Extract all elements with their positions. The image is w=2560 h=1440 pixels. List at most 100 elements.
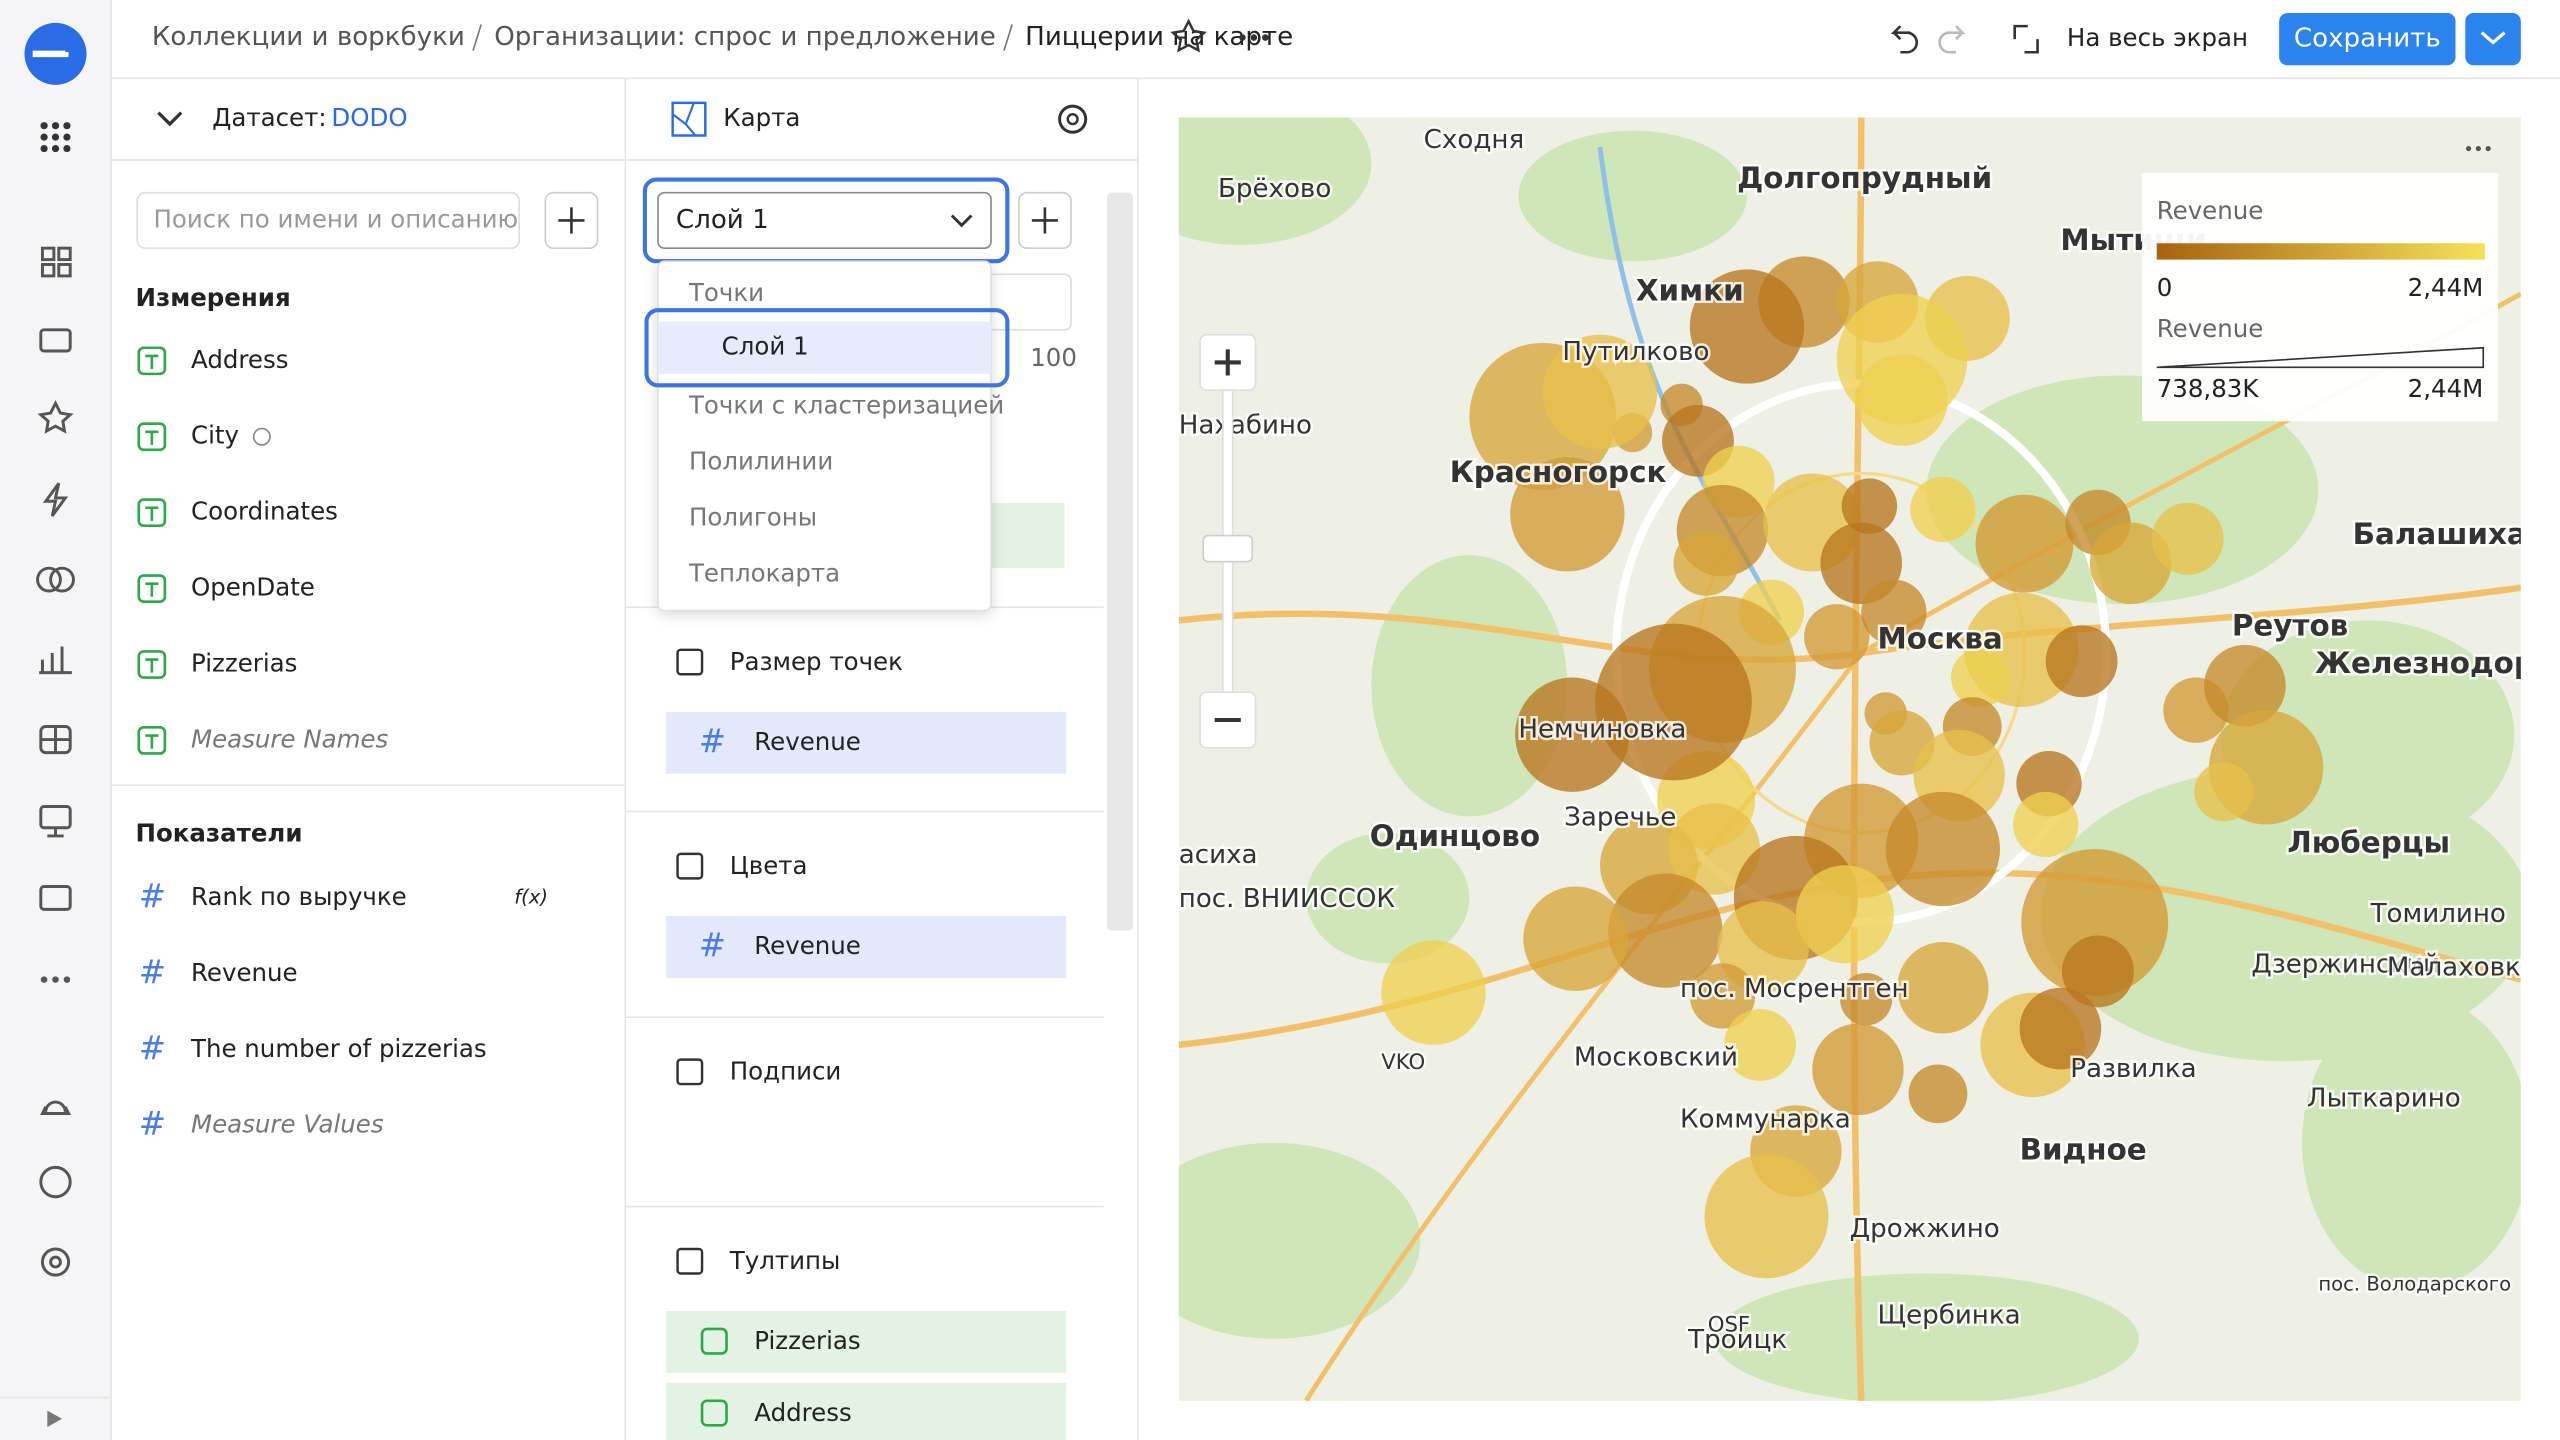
pizzeria-bubble[interactable] xyxy=(1668,803,1760,895)
pizzeria-bubble[interactable] xyxy=(2019,987,2102,1070)
collapse-icon[interactable] xyxy=(157,111,183,127)
dropdown-item[interactable]: Точки с кластеризацией xyxy=(688,391,1004,420)
dimension-field[interactable]: Coordinates xyxy=(191,497,338,526)
pizzeria-bubble[interactable] xyxy=(1951,648,2010,707)
scrollbar[interactable] xyxy=(1106,192,1134,931)
save-label[interactable]: Сохранить xyxy=(2294,24,2441,54)
pizzeria-bubble[interactable] xyxy=(1595,623,1752,781)
pizzeria-bubble[interactable] xyxy=(2204,644,2286,727)
measure-field[interactable]: The number of pizzerias xyxy=(190,1034,487,1063)
dropdown-item[interactable]: Слой 1 xyxy=(722,332,809,361)
more-nav[interactable] xyxy=(40,976,71,983)
dimension-field[interactable]: Address xyxy=(191,345,288,374)
viz-title[interactable]: Карта xyxy=(723,103,800,132)
pizzeria-bubble[interactable] xyxy=(1510,457,1625,572)
dataset-name[interactable]: DODO xyxy=(331,103,407,132)
pizzeria-bubble[interactable] xyxy=(2194,762,2254,822)
chevron xyxy=(2480,31,2506,45)
pizzeria-bubble[interactable] xyxy=(2151,502,2224,575)
dropdown-items: Точки Слой 1 Точки с кластеризацией Полилин… xyxy=(644,278,1010,588)
dropdown-item[interactable]: Теплокарта xyxy=(688,559,840,588)
redo-icon[interactable] xyxy=(1938,25,1966,54)
pizzeria-bubble[interactable] xyxy=(1704,1154,1829,1279)
pizzeria-bubble[interactable] xyxy=(1608,873,1723,988)
pizzeria-bubble[interactable] xyxy=(1689,963,1756,1029)
section-icon xyxy=(676,648,704,676)
measure-field[interactable]: Rank по выручке xyxy=(191,882,407,911)
place-label: Красногорск xyxy=(1450,455,1667,489)
field-name[interactable]: Address xyxy=(754,1398,851,1427)
apps-icon[interactable] xyxy=(40,122,71,153)
pizzeria-bubble[interactable] xyxy=(1840,973,1893,1026)
settings-icon[interactable] xyxy=(1058,104,1088,134)
legend-size-title: Revenue xyxy=(2157,314,2264,343)
pizzeria-bubble[interactable] xyxy=(1841,478,1898,534)
search-input[interactable] xyxy=(136,191,520,249)
map[interactable]: СходняДолгопрудныйБрёховоМытищиХимкиПути… xyxy=(1110,82,2555,1404)
dimension-field[interactable]: Measure Names xyxy=(191,724,388,753)
zoom-handle[interactable] xyxy=(1202,534,1254,563)
plus xyxy=(558,207,585,234)
pizzeria-bubble[interactable] xyxy=(1885,791,2000,907)
save-button[interactable] xyxy=(2279,13,2456,66)
pizzeria-bubble[interactable] xyxy=(1975,494,2074,593)
dimension-field[interactable]: Pizzerias xyxy=(191,648,297,677)
expand-icon[interactable] xyxy=(47,1410,63,1427)
pizzeria-bubble[interactable] xyxy=(1908,1064,1968,1124)
opacity-input[interactable] xyxy=(986,273,1072,331)
nav-icons[interactable] xyxy=(36,246,75,1277)
park xyxy=(1518,130,1747,262)
pizzeria-bubble[interactable] xyxy=(1897,942,1989,1034)
pizzeria-bubble[interactable] xyxy=(1910,476,1976,543)
pizzeria-bubble[interactable] xyxy=(1804,604,1870,670)
layer-select[interactable] xyxy=(657,191,992,249)
pizzeria-bubble[interactable] xyxy=(1861,579,1927,645)
search-placeholder[interactable]: Поиск по имени и описанию xyxy=(153,204,518,233)
pizzeria-bubble[interactable] xyxy=(1812,1023,1904,1116)
measure-field[interactable]: Revenue xyxy=(191,958,298,987)
dropdown-item[interactable]: Полилинии xyxy=(689,447,833,476)
section-title: Размер точек xyxy=(730,647,903,676)
measure-field[interactable]: Measure Values xyxy=(191,1110,384,1139)
field-name[interactable]: Pizzerias xyxy=(754,1326,860,1355)
pizzeria-bubble[interactable] xyxy=(2062,935,2134,1008)
pizzeria-bubble[interactable] xyxy=(2045,625,2118,698)
dimension-field[interactable]: OpenDate xyxy=(191,573,315,602)
place-label: Реутов xyxy=(2232,608,2348,642)
layer-select-value[interactable]: Слой 1 xyxy=(676,205,769,235)
pizzeria-bubble[interactable] xyxy=(1795,865,1894,964)
section-title: Тултипы xyxy=(729,1246,841,1275)
dimension-icon xyxy=(137,574,167,603)
place-label: Химки xyxy=(1636,274,1744,308)
dimension-glyph xyxy=(145,734,159,749)
field-chip[interactable] xyxy=(666,1382,1067,1440)
more-menu[interactable] xyxy=(1239,34,1269,41)
pizzeria-bubble[interactable] xyxy=(1381,940,1486,1045)
dropdown-item[interactable]: Точки xyxy=(688,278,764,307)
pizzeria-bubble[interactable] xyxy=(1523,886,1628,992)
save-menu-button[interactable] xyxy=(2465,13,2521,66)
field-chip[interactable] xyxy=(666,1311,1067,1374)
field-chip[interactable] xyxy=(666,915,1067,978)
place-label: Видное xyxy=(2020,1133,2147,1167)
dimension-glyph xyxy=(145,354,159,369)
undo-icon[interactable] xyxy=(1890,25,1919,54)
pizzeria-bubble[interactable] xyxy=(1689,269,1805,384)
pizzeria-bubble[interactable] xyxy=(1724,1008,1796,1081)
fullscreen-icon[interactable] xyxy=(2013,24,2039,54)
dropdown-item[interactable]: Полигоны xyxy=(689,503,817,532)
field-name[interactable]: Revenue xyxy=(754,727,861,756)
breadcrumb[interactable]: Организации: спрос и предложение xyxy=(494,22,996,52)
pizzeria-bubble[interactable] xyxy=(2089,522,2172,605)
fullscreen-button[interactable]: На весь экран xyxy=(2067,23,2248,52)
map-menu[interactable] xyxy=(2465,145,2491,152)
breadcrumb[interactable]: Коллекции и воркбуки xyxy=(152,22,465,52)
field-name[interactable]: Revenue xyxy=(754,931,861,960)
dimension-field[interactable]: City xyxy=(191,421,239,450)
pizzeria-bubble[interactable] xyxy=(1673,530,1739,596)
field-chip[interactable] xyxy=(666,711,1067,774)
favorite-icon[interactable] xyxy=(1170,18,1207,53)
pizzeria-bubble[interactable] xyxy=(1836,293,1968,425)
pizzeria-bubble[interactable] xyxy=(2013,791,2079,858)
pizzeria-bubble[interactable] xyxy=(1542,334,1658,449)
